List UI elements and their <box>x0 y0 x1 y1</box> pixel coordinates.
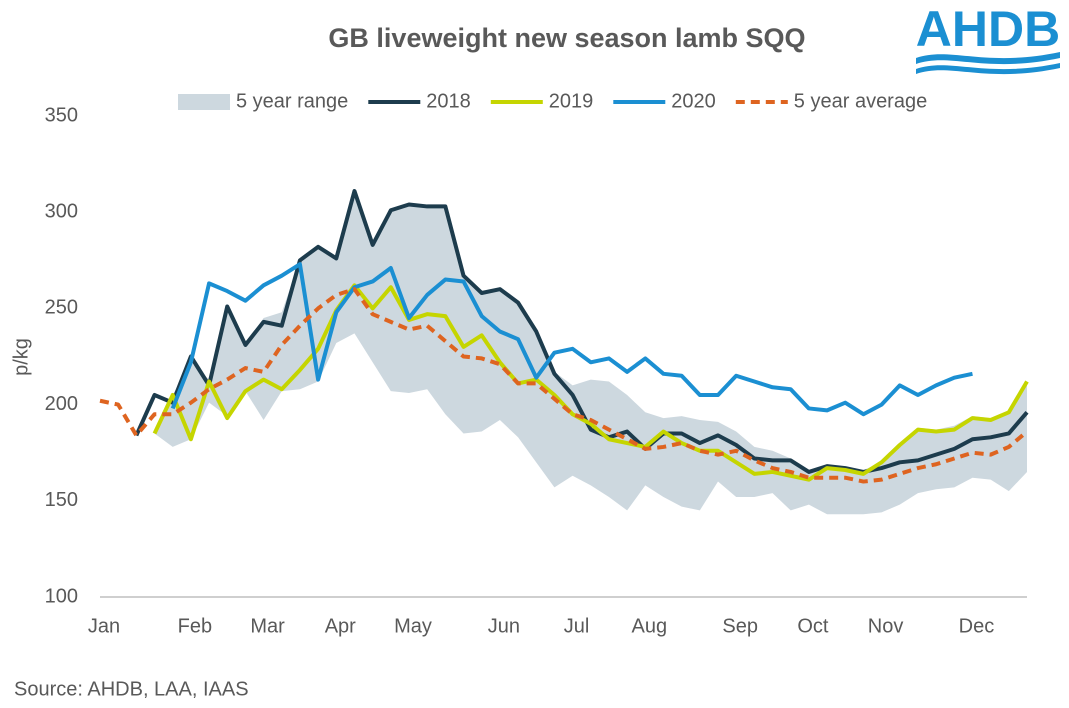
legend-label: 2020 <box>671 90 716 112</box>
legend-label: 2019 <box>549 90 594 112</box>
x-tick-label: Feb <box>178 615 212 637</box>
y-axis-label: p/kg <box>10 338 32 376</box>
logo-wave <box>916 52 1060 65</box>
x-tick-label: Aug <box>631 615 667 637</box>
logo: AHDB <box>916 1 1060 75</box>
x-tick-label: Jun <box>488 615 520 637</box>
y-tick-label: 150 <box>45 489 78 511</box>
x-tick-label: Apr <box>325 615 356 637</box>
series-line <box>134 189 1029 474</box>
x-tick-label: May <box>394 615 432 637</box>
source: Source: AHDB, LAA, IAAS <box>14 678 249 700</box>
legend-label: 5 year range <box>236 90 348 112</box>
x-tick-label: Dec <box>959 615 995 637</box>
x-tick-label: Sep <box>722 615 758 637</box>
y-tick-label: 350 <box>45 104 78 126</box>
series-line <box>152 283 1029 482</box>
legend-label: 2018 <box>426 90 471 112</box>
y-tick-label: 100 <box>45 585 78 607</box>
x-tick-label: Jul <box>564 615 590 637</box>
legend-swatch <box>178 94 230 110</box>
range-area <box>154 191 1027 515</box>
chart-title: GB liveweight new season lamb SQQ <box>328 23 805 53</box>
y-tick-label: 250 <box>45 297 78 319</box>
x-tick-label: Nov <box>868 615 904 637</box>
logo-wave <box>916 63 1060 75</box>
x-tick-label: Oct <box>797 615 829 637</box>
x-tick-label: Jan <box>88 615 120 637</box>
x-tick-label: Mar <box>250 615 285 637</box>
y-tick-label: 200 <box>45 393 78 415</box>
legend-label: 5 year average <box>794 90 927 112</box>
y-tick-label: 300 <box>45 200 78 222</box>
logo-text: AHDB <box>916 1 1060 57</box>
series-line <box>99 287 1029 484</box>
series-line <box>170 262 973 417</box>
